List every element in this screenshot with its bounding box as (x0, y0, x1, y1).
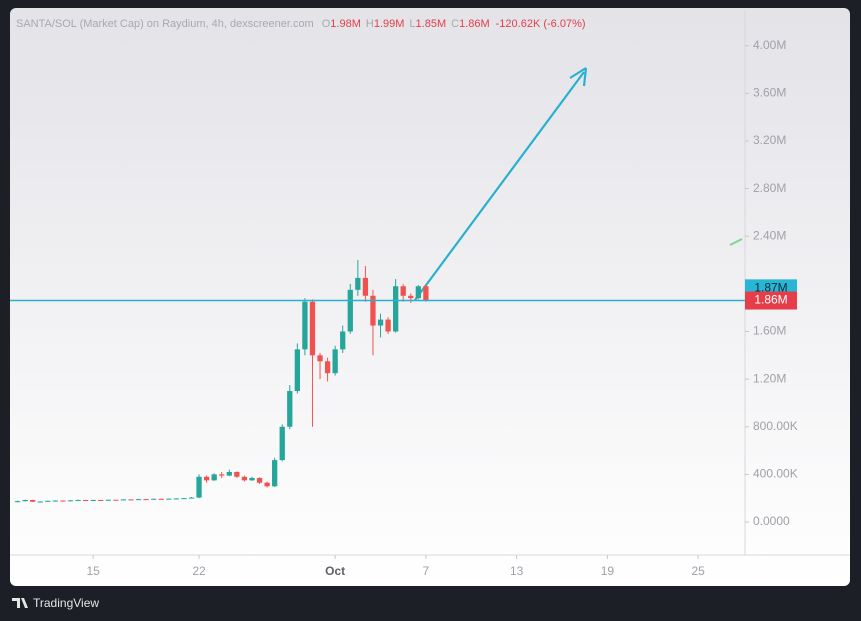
legend-value: 1.86M (459, 18, 490, 30)
candle-body (324, 361, 331, 374)
candle-body (173, 498, 180, 500)
candle-body (415, 286, 421, 299)
candle-body (264, 482, 270, 487)
candle-body (393, 286, 399, 332)
candle-body (226, 472, 232, 476)
candle-body (256, 477, 263, 483)
chart-panel (10, 8, 850, 586)
candle-body (105, 499, 111, 501)
candle-body (347, 289, 353, 332)
candle-body (75, 499, 81, 501)
legend-label: C (451, 18, 459, 30)
candle-body (82, 499, 89, 501)
candle-body (37, 501, 43, 503)
y-tick-label: 2.80M (753, 181, 786, 195)
candle-body (294, 349, 300, 392)
candle-body (302, 301, 308, 350)
y-tick-label: 2.40M (753, 228, 786, 242)
drawing-mark (729, 238, 743, 246)
candle-body (219, 474, 225, 476)
brand: TradingView (12, 596, 99, 610)
legend: SANTA/SOL (Market Cap) on Raydium, 4h, d… (16, 18, 586, 30)
x-tick-label: 15 (86, 564, 100, 578)
candle-body (234, 472, 240, 477)
x-tick-label: 22 (192, 564, 206, 578)
plot: 0.0000 400.00K 800.00K 1.20M 1.60M 2.40M 2.80M… (10, 38, 798, 578)
legend-label: H (366, 18, 374, 30)
candle-body (22, 499, 28, 502)
legend-label: O (322, 18, 331, 30)
price-badge (745, 291, 797, 310)
x-tick-label: 25 (691, 564, 705, 578)
candle-body (196, 476, 202, 498)
candle-body (211, 474, 217, 481)
candle-body (113, 499, 119, 501)
candle-body (67, 500, 74, 502)
arrow-line (414, 71, 585, 301)
candle-body (408, 295, 414, 299)
y-tick-label: 3.60M (753, 86, 786, 100)
candle-body (279, 426, 285, 461)
candle-body (332, 349, 338, 374)
candle-body (340, 331, 346, 350)
candle-body (120, 499, 127, 501)
brand-name: TradingView (33, 596, 99, 610)
price-label: 1.86M (754, 293, 787, 307)
candle-body (166, 498, 172, 500)
candle-body (98, 499, 104, 501)
y-tick-label: 4.00M (753, 38, 786, 52)
candle-body (287, 391, 293, 427)
candle-body (370, 295, 376, 326)
candle-body (377, 319, 384, 326)
y-tick-label: 1.20M (753, 371, 786, 385)
candle-body (128, 499, 134, 501)
candle-body (45, 500, 51, 502)
candle-body (60, 500, 66, 502)
y-tick-label: 1.60M (753, 324, 786, 338)
y-tick-label: 800.00K (753, 419, 798, 433)
brand-logo (12, 598, 28, 608)
candle-body (241, 476, 248, 481)
candle-body (355, 277, 361, 290)
candle-body (272, 460, 278, 487)
y-tick-label: 3.20M (753, 133, 786, 147)
candle-body (203, 476, 210, 481)
arrow-annotation (414, 67, 588, 301)
legend-label: L (409, 18, 415, 30)
candle-body (151, 498, 157, 500)
candle-body (400, 286, 406, 296)
candle-body (362, 277, 369, 296)
x-tick-label: 13 (510, 564, 524, 578)
candle-body (158, 498, 164, 500)
legend-value: 1.85M (416, 18, 447, 30)
candle-body (135, 499, 142, 501)
x-tick-label: 7 (423, 564, 430, 578)
y-tick-label: 0.0000 (753, 514, 790, 528)
candle-body (249, 477, 255, 481)
arrow-head (569, 67, 588, 87)
candle-body (423, 286, 429, 301)
candle-body (181, 498, 187, 500)
candle-body (385, 319, 391, 332)
candle-body (143, 499, 149, 501)
candle-body (188, 497, 195, 499)
candle-body (14, 501, 21, 503)
candle-body (52, 500, 59, 502)
legend-value: 1.98M (330, 18, 361, 30)
y-tick-label: 400.00K (753, 467, 798, 481)
candle-body (309, 301, 316, 356)
x-tick-label: Oct (325, 564, 345, 578)
last-marker-label: 1.87M (754, 281, 787, 295)
candle-body (30, 499, 36, 502)
x-tick-label: 19 (601, 564, 615, 578)
candle-body (317, 355, 323, 362)
candle-body (90, 499, 96, 501)
legend-symbol: SANTA/SOL (Market Cap) on Raydium, 4h, d… (16, 18, 314, 30)
legend-value: 1.99M (374, 18, 405, 30)
legend-change: -120.62K (-6.07%) (496, 18, 586, 30)
